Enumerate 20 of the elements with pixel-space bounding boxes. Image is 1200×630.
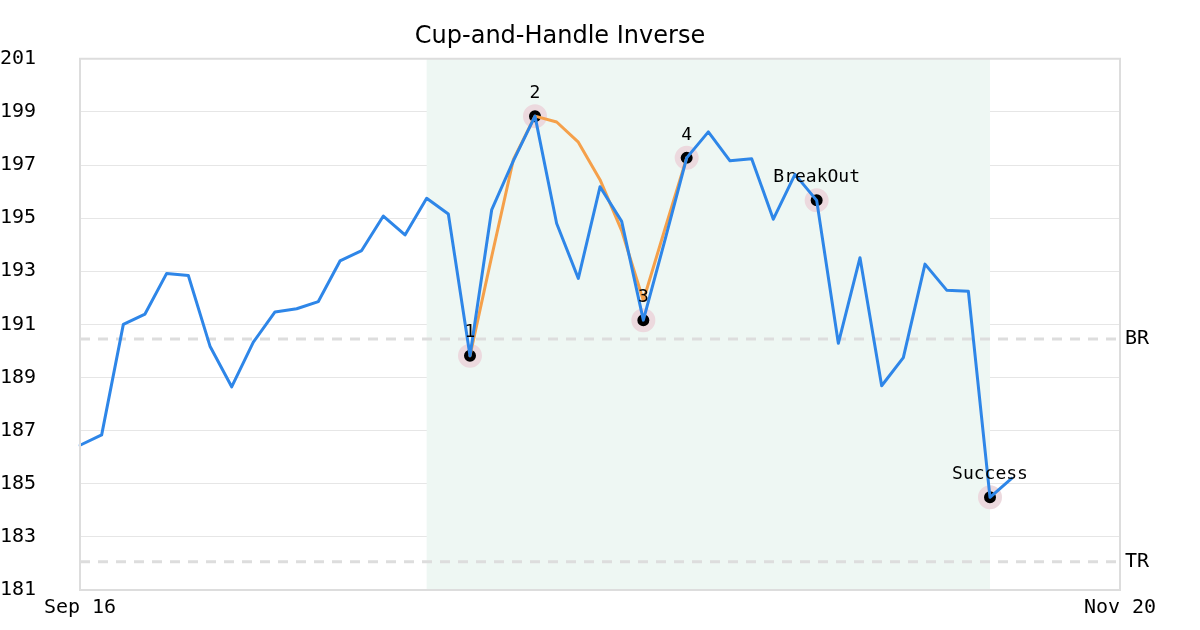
series-label: 1 <box>464 320 476 342</box>
x-tick-label: Nov 20 <box>1083 594 1157 619</box>
y-tick-label: 201 <box>0 45 37 69</box>
y-tick-label: 199 <box>0 98 37 123</box>
y-tick-label: 191 <box>0 310 37 335</box>
series-label: 4 <box>681 122 693 144</box>
y-tick-label: 185 <box>0 469 37 494</box>
ref-line-label: TR <box>1125 548 1151 573</box>
y-tick-label: 197 <box>0 151 37 176</box>
series-label: BreakOut <box>773 165 861 187</box>
y-tick-label: 183 <box>0 523 37 548</box>
ref-line-label: BR <box>1125 325 1151 350</box>
series-label: 2 <box>529 80 541 102</box>
y-tick-label: 187 <box>0 416 37 441</box>
y-tick-label: 181 <box>0 576 37 601</box>
chart-title: Cup-and-Handle Inverse <box>414 20 706 49</box>
x-tick-label: Sep 16 <box>43 594 117 619</box>
y-tick-label: 189 <box>0 363 37 388</box>
y-tick-label: 193 <box>0 257 37 282</box>
y-tick-label: 195 <box>0 204 37 229</box>
